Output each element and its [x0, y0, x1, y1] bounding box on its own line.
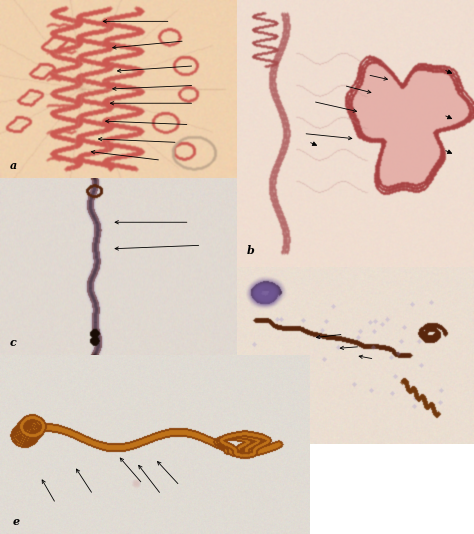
Text: e: e: [12, 516, 19, 527]
Text: b: b: [246, 245, 254, 256]
Text: a: a: [9, 160, 17, 171]
Text: c: c: [9, 337, 16, 348]
Text: d: d: [246, 426, 254, 437]
